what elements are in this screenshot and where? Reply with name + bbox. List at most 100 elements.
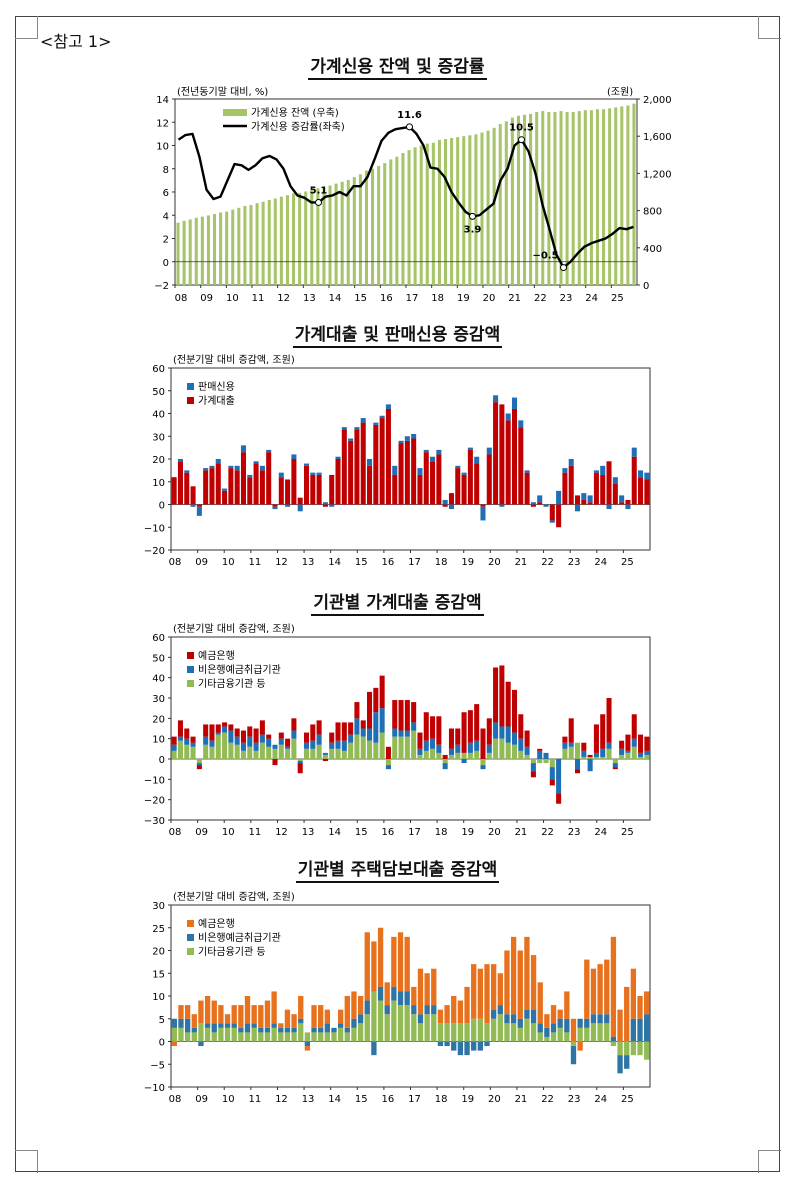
bar-segment (517, 950, 523, 1019)
y-right-tick-label: 1,600 (643, 132, 672, 143)
bar-segment (457, 1000, 464, 1024)
balance-bar (620, 106, 624, 285)
bar-segment (518, 750, 524, 759)
chart1-title-wrap: 가계신용 잔액 및 증감률 (0, 52, 795, 80)
bar-segment (178, 1027, 184, 1042)
bar-segment (247, 736, 253, 747)
x-tick-label: 14 (328, 1094, 341, 1105)
bar-segment (379, 708, 385, 733)
bar-segment (253, 750, 259, 759)
bar-segment (404, 700, 410, 731)
x-tick-label: 13 (303, 293, 316, 304)
bar-segment (444, 1005, 450, 1024)
bar-segment (297, 761, 303, 764)
bar-segment (464, 986, 470, 1024)
balance-bar (176, 222, 180, 285)
bar-segment (253, 463, 259, 505)
bar-segment (530, 955, 537, 1010)
bar-segment (303, 742, 310, 749)
balance-bar (358, 174, 362, 285)
bar-segment (584, 1018, 590, 1028)
bar-segment (303, 463, 310, 466)
bar-segment (637, 1041, 643, 1056)
balance-bar (292, 193, 296, 285)
bar-segment (600, 474, 606, 505)
bar-segment (424, 973, 430, 1006)
x-tick-label: 23 (560, 293, 573, 304)
bar-segment (411, 1014, 417, 1042)
bar-segment (204, 996, 211, 1024)
bar-segment (209, 740, 215, 747)
bar-segment (631, 746, 637, 759)
bar-segment (297, 763, 303, 774)
bar-segment (524, 470, 530, 473)
bar-segment (638, 752, 644, 757)
bar-segment (373, 712, 379, 743)
bar-segment (344, 1027, 350, 1033)
balance-bar (492, 127, 496, 285)
bar-segment (234, 728, 240, 737)
bar-segment (171, 1027, 177, 1042)
bar-segment (367, 740, 373, 759)
bar-segment (612, 484, 618, 505)
bar-segment (204, 1027, 211, 1042)
bar-segment (490, 1009, 497, 1019)
bar-segment (612, 763, 618, 768)
bar-segment (556, 793, 562, 804)
bar-segment (480, 759, 486, 766)
balance-bar (219, 212, 223, 285)
x-tick-label: 11 (252, 293, 265, 304)
bar-segment (493, 738, 499, 759)
x-tick-label: 08 (175, 293, 188, 304)
bar-segment (474, 750, 480, 759)
bar-segment (530, 1023, 537, 1042)
x-tick-label: 16 (382, 1094, 395, 1105)
bar-segment (562, 748, 568, 759)
bar-segment (211, 1032, 217, 1042)
bar-segment (392, 474, 398, 505)
bar-segment (251, 1005, 257, 1024)
legend-swatch (187, 680, 194, 687)
bar-segment (417, 468, 423, 475)
reference-label: <참고 1> (40, 32, 112, 51)
bar-segment (624, 1041, 630, 1056)
bar-segment (530, 763, 536, 772)
bar-segment (266, 452, 272, 505)
bar-segment (222, 488, 228, 491)
balance-bar (602, 109, 606, 285)
bar-segment (311, 1005, 317, 1028)
x-tick-label: 12 (275, 827, 288, 838)
bar-segment (391, 986, 397, 1001)
bar-segment (335, 459, 341, 505)
bar-segment (518, 714, 524, 739)
bar-segment (373, 424, 379, 505)
legend-swatch (187, 397, 194, 404)
balance-bar (364, 170, 369, 285)
bar-segment (457, 1023, 464, 1042)
bar-segment (480, 765, 486, 770)
bar-segment (486, 752, 492, 759)
bar-segment (231, 1005, 237, 1024)
bar-segment (417, 474, 423, 505)
x-tick-label: 24 (594, 827, 607, 838)
bar-segment (448, 754, 454, 759)
bar-segment (619, 502, 625, 505)
bar-segment (224, 1023, 231, 1028)
bar-segment (549, 520, 555, 523)
bar-segment (371, 1041, 377, 1056)
x-tick-label: 25 (611, 293, 624, 304)
bar-segment (631, 447, 637, 457)
balance-bar (273, 198, 277, 285)
bar-segment (184, 470, 190, 473)
bar-segment (228, 465, 234, 469)
balance-bar (565, 112, 569, 285)
y-left-tick-label: 6 (163, 188, 169, 199)
x-tick-label: 21 (508, 293, 521, 304)
bar-segment (550, 1023, 557, 1033)
y-tick-label: 25 (152, 924, 165, 935)
x-tick-label: 08 (169, 557, 182, 568)
unit-right-label: (조원) (607, 86, 633, 98)
x-tick-label: 11 (248, 557, 261, 568)
bar-segment (191, 1027, 197, 1033)
bar-segment (203, 744, 209, 759)
